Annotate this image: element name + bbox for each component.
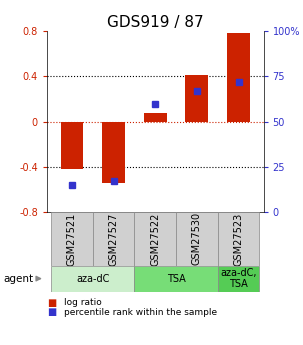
Bar: [218, 266, 259, 292]
Text: ■: ■: [47, 298, 56, 308]
Bar: [61, 122, 83, 169]
Text: GSM27522: GSM27522: [150, 212, 160, 266]
Bar: [93, 212, 135, 266]
Text: log ratio: log ratio: [64, 298, 102, 307]
Text: aza-dC,
TSA: aza-dC, TSA: [220, 268, 257, 289]
Bar: [102, 122, 125, 183]
Text: GSM27530: GSM27530: [192, 213, 202, 265]
Bar: [144, 112, 167, 122]
Text: agent: agent: [3, 274, 33, 284]
Text: GSM27521: GSM27521: [67, 212, 77, 266]
Text: GSM27523: GSM27523: [234, 212, 244, 266]
Text: aza-dC: aza-dC: [76, 274, 109, 284]
Bar: [51, 212, 93, 266]
Bar: [176, 212, 218, 266]
Text: TSA: TSA: [167, 274, 185, 284]
Bar: [227, 33, 250, 122]
Bar: [51, 266, 135, 292]
Title: GDS919 / 87: GDS919 / 87: [107, 15, 204, 30]
Bar: [185, 75, 208, 122]
Bar: [135, 266, 218, 292]
Text: percentile rank within the sample: percentile rank within the sample: [64, 308, 217, 317]
Bar: [135, 212, 176, 266]
Bar: [218, 212, 259, 266]
Text: GSM27527: GSM27527: [108, 212, 119, 266]
Text: ■: ■: [47, 307, 56, 317]
